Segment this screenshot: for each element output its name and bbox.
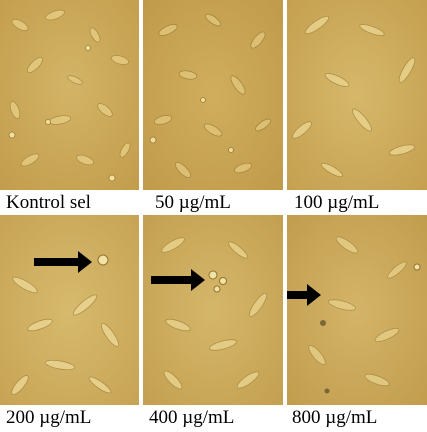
micrograph-200 [0,215,139,405]
micrograph-50 [143,0,283,190]
arrow-icon [287,284,321,306]
arrow-icon [151,269,205,291]
panel-label-800: 800 µg/mL [292,407,378,428]
micrograph-400 [143,215,283,405]
panel-label-kontrol: Kontrol sel [6,192,91,213]
micrograph-kontrol-sel [0,0,139,190]
micrograph-100 [287,0,427,190]
panel-label-100: 100 µg/mL [294,192,380,213]
panel-label-50: 50 µg/mL [155,192,231,213]
arrow-icon [34,251,92,273]
panel-label-200: 200 µg/mL [6,407,92,428]
micrograph-800 [287,215,427,405]
panel-label-400: 400 µg/mL [149,407,235,428]
